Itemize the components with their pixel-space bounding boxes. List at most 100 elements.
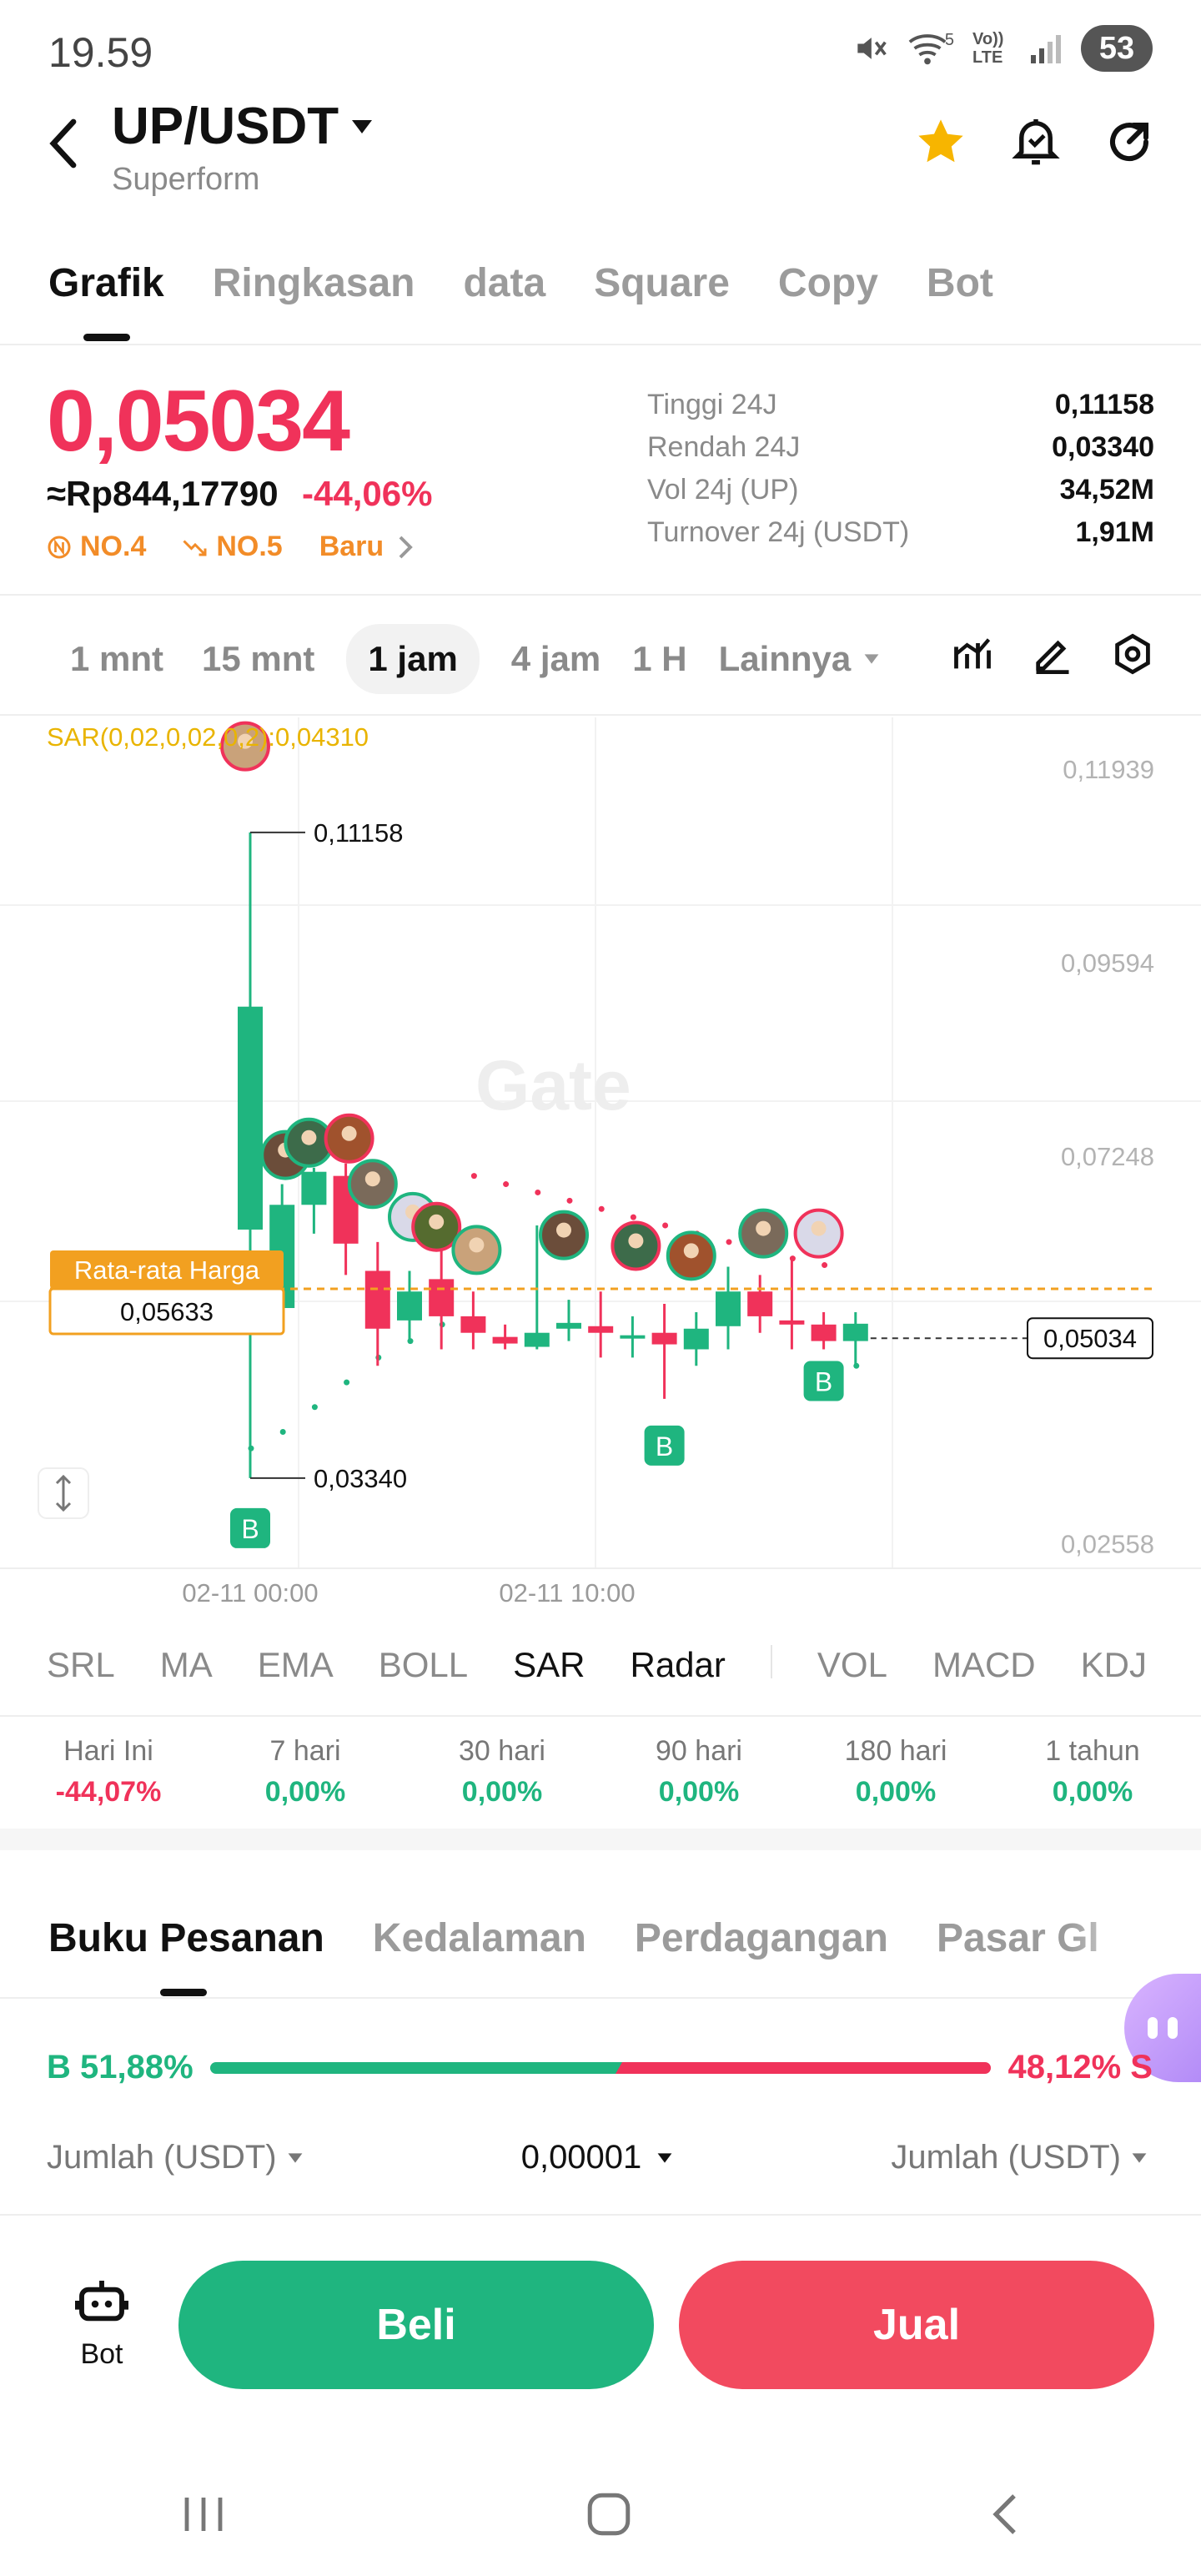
pair-selector[interactable]: UP/USDT bbox=[112, 97, 374, 156]
sar-dot bbox=[726, 1239, 732, 1245]
candle-body bbox=[716, 1291, 741, 1326]
period-label: 90 hari bbox=[656, 1735, 742, 1767]
candle-body bbox=[364, 1270, 390, 1329]
recent-apps-icon[interactable] bbox=[178, 2493, 229, 2536]
indicator-divider bbox=[0, 1715, 1201, 1717]
period-label: 1 tahun bbox=[1045, 1735, 1140, 1767]
sell-button[interactable]: Jual bbox=[679, 2261, 1154, 2389]
stat-volume: Vol 24j (UP) 34,52M bbox=[647, 474, 1154, 516]
period-label: 7 hari bbox=[269, 1735, 341, 1767]
home-icon[interactable] bbox=[585, 2490, 633, 2538]
indicator-sar[interactable]: SAR bbox=[513, 1645, 585, 1684]
indicator-kdj[interactable]: KDJ bbox=[1080, 1645, 1147, 1684]
candle-body bbox=[524, 1332, 550, 1347]
tab-depth[interactable]: Kedalaman bbox=[372, 1916, 586, 1960]
tab-copy[interactable]: Copy bbox=[777, 261, 878, 305]
tab-order-book[interactable]: Buku Pesanan bbox=[48, 1916, 324, 1996]
indicator-srl[interactable]: SRL bbox=[47, 1645, 115, 1684]
interval-1d[interactable]: 1 H bbox=[632, 639, 687, 678]
bot-button[interactable]: Bot bbox=[62, 2276, 142, 2371]
candle-body bbox=[651, 1332, 677, 1345]
tab-bot[interactable]: Bot bbox=[926, 261, 993, 305]
tab-data[interactable]: data bbox=[463, 261, 546, 305]
tab-trades[interactable]: Perdagangan bbox=[634, 1916, 888, 1960]
buy-ratio-label: B 51,88% bbox=[47, 2049, 193, 2085]
rank-tag-2: NO.5 bbox=[183, 531, 283, 563]
rank-tags[interactable]: NO.4 NO.5 Baru bbox=[47, 531, 414, 563]
caret-down-icon bbox=[1132, 2152, 1147, 2163]
sell-ratio-fill bbox=[621, 2062, 991, 2074]
share-icon[interactable] bbox=[1104, 117, 1154, 167]
candle-body bbox=[747, 1291, 773, 1316]
indicator-macd[interactable]: MACD bbox=[932, 1645, 1036, 1684]
tab-ringkasan[interactable]: Ringkasan bbox=[212, 261, 415, 305]
draw-pencil-icon[interactable] bbox=[1031, 632, 1074, 676]
watermark-text: Gate bbox=[475, 1046, 631, 1124]
last-price-tag-box bbox=[1027, 1317, 1153, 1360]
tabs-divider bbox=[0, 344, 1201, 345]
candle-body bbox=[683, 1328, 709, 1350]
right-amount-selector[interactable]: Jumlah (USDT) bbox=[891, 2139, 1148, 2176]
chart-svg[interactable]: 0,11939 0,09594 0,07248 0,02558 Gate 0,1115… bbox=[0, 717, 1201, 1618]
status-icons: 5 Vo)) LTE 53 bbox=[852, 25, 1153, 72]
candle-body bbox=[779, 1320, 805, 1325]
last-price: 0,05034 bbox=[47, 373, 350, 470]
candle-body bbox=[429, 1279, 455, 1316]
precision-selector[interactable]: 0,00001 bbox=[521, 2139, 674, 2176]
interval-4h[interactable]: 4 jam bbox=[510, 639, 601, 678]
bottom-divider bbox=[0, 2214, 1201, 2216]
chart-settings-icon[interactable] bbox=[1111, 632, 1154, 676]
pair-title: UP/USDT bbox=[112, 98, 339, 155]
trader-avatar-face bbox=[756, 1220, 771, 1236]
chevron-right-icon bbox=[399, 536, 414, 558]
trader-avatar-face bbox=[628, 1233, 644, 1249]
period-today: Hari Ini -44,07% bbox=[33, 1735, 183, 1809]
average-price-value-box bbox=[48, 1287, 285, 1336]
interval-1m[interactable]: 1 mnt bbox=[70, 639, 164, 678]
sar-dot bbox=[503, 1181, 510, 1188]
buy-ratio-fill bbox=[210, 2062, 616, 2074]
indicator-vol[interactable]: VOL bbox=[817, 1645, 887, 1684]
sar-dot bbox=[535, 1189, 541, 1195]
vertical-arrows-icon bbox=[55, 1474, 72, 1512]
sar-dot bbox=[470, 1173, 477, 1180]
indicator-radar[interactable]: Radar bbox=[630, 1645, 726, 1684]
tab-square[interactable]: Square bbox=[594, 261, 730, 305]
rank-tag-2-label: NO.5 bbox=[216, 531, 283, 562]
favorite-star-icon[interactable] bbox=[914, 115, 967, 169]
bot-label: Bot bbox=[80, 2338, 123, 2370]
precision-label: 0,00001 bbox=[520, 2139, 642, 2176]
robot-icon bbox=[74, 2281, 129, 2322]
buy-button[interactable]: Beli bbox=[178, 2261, 654, 2389]
sar-dot bbox=[822, 1262, 828, 1269]
back-nav-icon[interactable] bbox=[989, 2491, 1023, 2538]
interval-more[interactable]: Lainnya bbox=[719, 639, 882, 679]
interval-15m[interactable]: 15 mnt bbox=[202, 639, 315, 678]
tab-grafik[interactable]: Grafik bbox=[48, 261, 164, 341]
volte-label: Vo)) LTE bbox=[972, 30, 1004, 67]
signal-icon bbox=[1031, 35, 1061, 63]
left-amount-selector[interactable]: Jumlah (USDT) bbox=[47, 2139, 304, 2176]
candle-body bbox=[588, 1326, 614, 1333]
low-price-label: 0,03340 bbox=[314, 1464, 407, 1493]
sar-indicator-label: SAR(0,02,0,02,0,2):0,04310 bbox=[47, 722, 369, 752]
indicator-boll[interactable]: BOLL bbox=[378, 1645, 469, 1684]
rank-badge-icon bbox=[48, 536, 71, 558]
indicator-ema[interactable]: EMA bbox=[257, 1645, 334, 1684]
indicator-ma[interactable]: MA bbox=[159, 1645, 213, 1684]
trader-avatar-face bbox=[683, 1243, 699, 1259]
back-arrow-icon[interactable] bbox=[47, 117, 80, 170]
price-alert-bell-icon[interactable] bbox=[1011, 115, 1061, 169]
battery-icon: 53 bbox=[1081, 25, 1153, 72]
caret-down-icon bbox=[864, 654, 879, 664]
indicator-icon[interactable] bbox=[951, 632, 994, 676]
interval-1h[interactable]: 1 jam bbox=[346, 624, 480, 694]
period-label: 180 hari bbox=[844, 1735, 947, 1767]
x-tick-label: 02-11 10:00 bbox=[499, 1578, 635, 1607]
indicator-tabs: SRL MA EMA BOLL SAR Radar VOL MACD KDJ bbox=[47, 1645, 1192, 1685]
buy-marker bbox=[644, 1425, 685, 1466]
period-value: 0,00% bbox=[461, 1776, 543, 1808]
candlestick-chart[interactable]: 0,11939 0,09594 0,07248 0,02558 Gate 0,1115… bbox=[0, 717, 1201, 1607]
candle-body bbox=[397, 1291, 422, 1321]
stat-label: Vol 24j (UP) bbox=[647, 474, 799, 506]
